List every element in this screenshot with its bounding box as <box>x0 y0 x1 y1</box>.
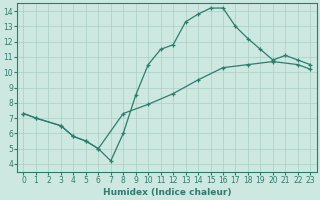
X-axis label: Humidex (Indice chaleur): Humidex (Indice chaleur) <box>103 188 231 197</box>
